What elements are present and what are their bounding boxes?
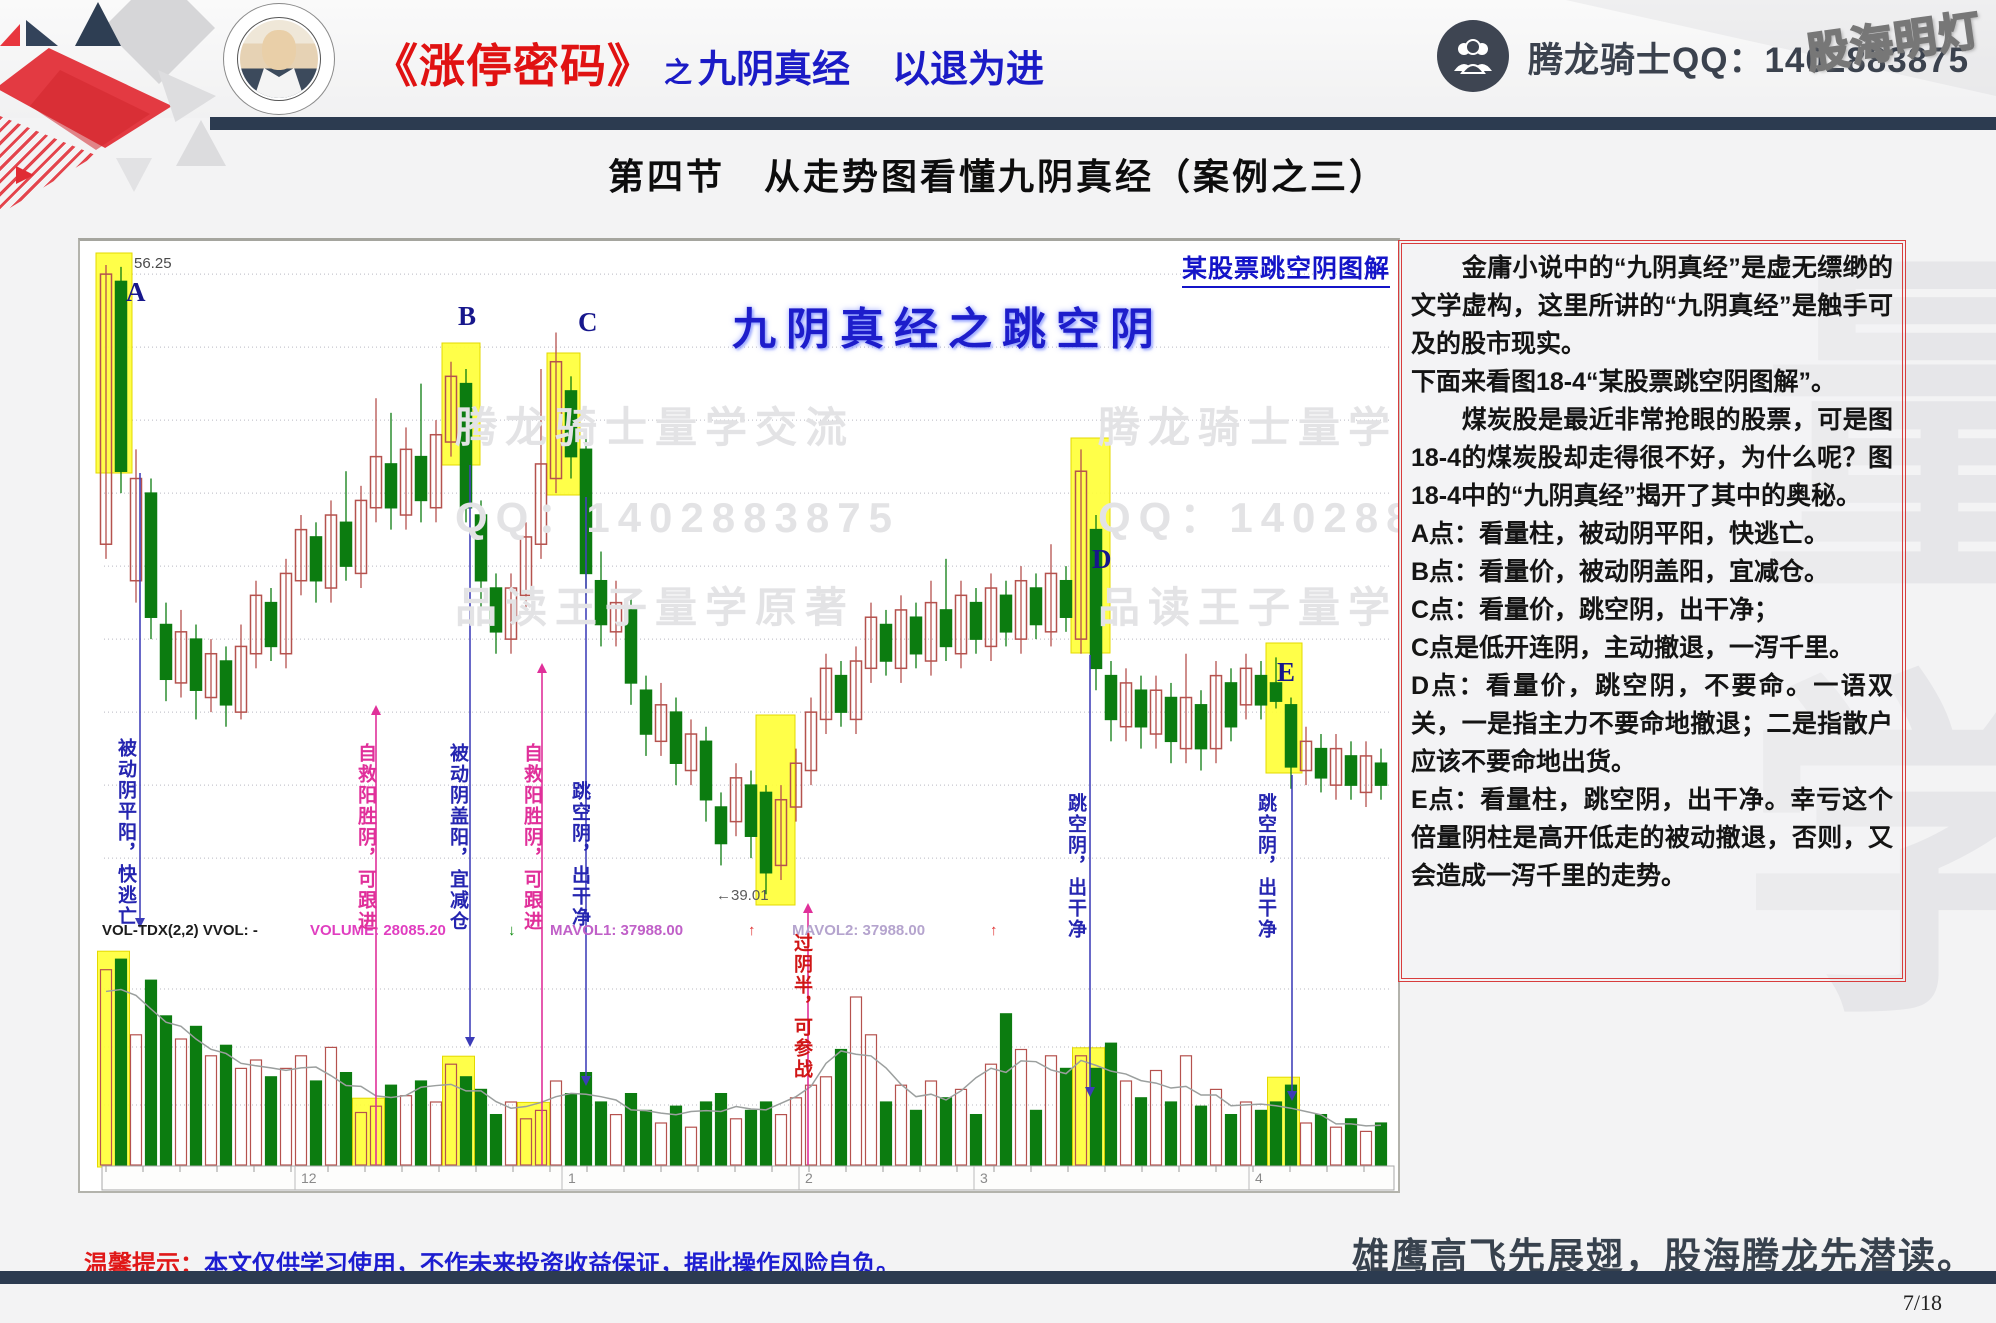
chart-annotation: 被动阴平阳，快逃亡 [115,738,136,927]
subtopic-title: 以退为进 [892,49,1045,91]
info-paragraph: C点：看量价，跳空阴，出干净； [1411,596,1780,624]
candlestick-volume-chart [95,252,1395,1191]
chart-annotation: 跳空阴，出干净 [1255,793,1276,940]
topic-title: 九阴真经 [698,49,851,91]
mavol1-arrow-up: ↑ [748,922,756,939]
info-paragraph: C点是低开连阴，主动撤退，一泻千里。 [1411,634,1855,662]
logo-avatar [224,4,334,114]
info-paragraph: E点：看量柱，跳空阴，出干净。幸亏这个倍量阴柱是高开低走的被动撤退，否则，又会造… [1411,786,1893,890]
background-watermark-char: 学 [1740,657,1996,1056]
of-char: 之 [664,57,693,88]
price-label-high: 56.25 [134,255,172,272]
point-label-D: D [1092,544,1112,574]
chart-overlays: 腾龙骑士量学交流QQ：1402883875品读王子量学原著腾龙骑士量学交流QQ：… [80,241,1398,1191]
commentary-panel: 金庸小说中的“九阴真经”是虚无缥缈的文学虚构，这里所讲的“九阴真经”是触手可及的… [1398,240,1906,982]
info-paragraph: B点：看量价，被动阴盖阳，宜减仓。 [1411,558,1830,586]
price-label-low: ←39.01 [716,887,769,904]
qq-group-icon [1437,20,1509,92]
mavol1-value: MAVOL1: 37988.00 [550,922,684,939]
mavol2-value: MAVOL2: 37988.00 [792,922,926,939]
chart-calligraphy-title: 九阴真经之跳空阴 [732,305,1164,354]
stock-chart-panel: 腾龙骑士量学交流QQ：1402883875品读王子量学原著腾龙骑士量学交流QQ：… [78,238,1400,1193]
section-title: 第四节 从走势图看懂九阴真经（案例之三） [607,156,1388,197]
chart-annotation: 自救阳胜阴，可跟进 [355,743,376,932]
point-label-A: A [126,277,146,307]
volume-value: VOLUME: 28085.20 [310,922,446,939]
mavol2-arrow-up: ↑ [990,922,998,939]
month-label: 1 [568,1170,576,1186]
point-label-B: B [458,301,477,331]
point-label-E: E [1277,657,1296,687]
avatar-photo [240,20,318,98]
qq-label: 腾龙骑士QQ：1402883875 [1528,41,1970,80]
info-paragraph: 煤炭股是最近非常抢眼的股票，可是图18-4的煤炭股却走得很不好，为什么呢？图18… [1411,406,1893,510]
header-divider [210,117,1996,130]
info-paragraph: D点：看量价，跳空阴，不要命。一语双关，一是指主力不要命地撤退；二是指散户应该不… [1411,672,1893,776]
vol-indicator-label: VOL-TDX(2,2) VVOL: - [102,922,258,939]
month-label: 12 [301,1170,317,1186]
info-paragraph: A点：看量柱，被动阴平阳，快逃亡。 [1411,520,1830,548]
month-label: 2 [805,1170,813,1186]
footer-slogan: 雄鹰高飞先展翅，股海腾龙先潜读。 [1352,1236,1976,1277]
footer-bar [0,1271,1996,1284]
chart-annotation: 跳空阴，出干净 [569,781,590,928]
volume-arrow-down: ↓ [508,922,516,939]
chart-annotation: 自救阳胜阴，可跟进 [521,743,542,932]
header-title: 《涨停密码》之九阴真经 以退为进 [372,30,1044,96]
page-number: 7/18 [1902,1290,1942,1315]
info-paragraph: 下面来看图18-4“某股票跳空阴图解”。 [1411,368,1837,396]
month-label: 3 [980,1170,988,1186]
chart-annotation: 被动阴盖阳，宜减仓 [447,743,468,932]
chart-title-link: 某股票跳空阴图解 [1181,249,1390,288]
chart-annotation: 过阴半，可参战 [791,933,812,1080]
people-icon [1454,39,1492,74]
series-title: 《涨停密码》 [372,40,654,92]
chart-annotation: 跳空阴，出干净 [1065,793,1086,940]
info-paragraph: 金庸小说中的“九阴真经”是虚无缥缈的文学虚构，这里所讲的“九阴真经”是触手可及的… [1411,254,1893,358]
month-label: 4 [1255,1170,1263,1186]
background-watermark-char: 量 [1760,237,1996,636]
point-label-C: C [578,307,598,337]
